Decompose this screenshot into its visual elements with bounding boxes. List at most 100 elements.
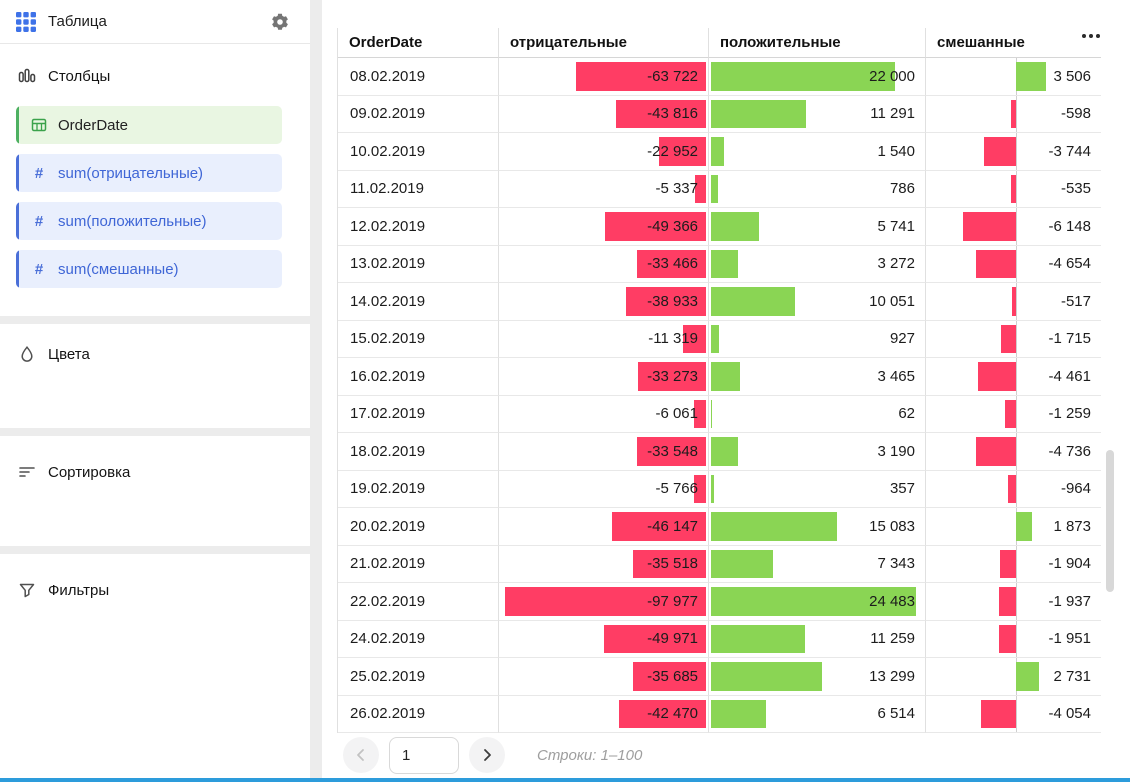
cell-value: 786 — [889, 180, 915, 198]
mixed-positive-bar — [1015, 512, 1032, 541]
negative-cell: -63 722 — [499, 58, 709, 96]
cell-value: -38 933 — [647, 292, 698, 310]
cell-value: -11 319 — [648, 330, 698, 348]
mixed-axis-line — [1015, 695, 1017, 732]
number-icon: # — [34, 212, 44, 230]
negative-bar — [637, 437, 706, 466]
cell-value: -63 722 — [647, 67, 698, 85]
vertical-scrollbar-thumb[interactable] — [1106, 450, 1114, 592]
column-header[interactable]: положительные — [709, 28, 926, 58]
orderdate-cell: 10.02.2019 — [338, 133, 499, 171]
negative-cell: -42 470 — [499, 695, 709, 733]
orderdate-cell: 09.02.2019 — [338, 95, 499, 133]
negative-cell: -35 685 — [499, 658, 709, 696]
positive-bar — [711, 699, 766, 728]
orderdate-cell: 21.02.2019 — [338, 545, 499, 583]
cell-value: 10 051 — [869, 292, 915, 310]
mixed-cell: -535 — [926, 170, 1101, 208]
cell-value: -1 259 — [1048, 405, 1091, 423]
cell-value: -35 518 — [647, 555, 698, 573]
field-item-measure[interactable]: # sum(смешанные) — [16, 250, 282, 288]
cell-value: -4 736 — [1048, 442, 1091, 460]
positive-bar — [711, 99, 806, 128]
positive-cell: 6 514 — [709, 695, 926, 733]
negative-cell: -11 319 — [499, 320, 709, 358]
positive-cell: 357 — [709, 470, 926, 508]
column-header[interactable]: смешанные — [926, 28, 1101, 58]
viz-type-title: Таблица — [48, 13, 107, 30]
cell-value: 1 873 — [1053, 517, 1091, 535]
cell-value: 08.02.2019 — [350, 67, 426, 85]
number-icon: # — [34, 260, 44, 278]
negative-cell: -22 952 — [499, 133, 709, 171]
mixed-cell: 1 873 — [926, 508, 1101, 546]
negative-bar — [682, 324, 706, 353]
positive-cell: 11 291 — [709, 95, 926, 133]
mixed-axis-line — [1015, 433, 1017, 470]
mixed-negative-bar — [977, 362, 1016, 391]
positive-bar — [711, 587, 917, 616]
negative-bar — [632, 662, 706, 691]
negative-cell: -49 971 — [499, 620, 709, 658]
mixed-negative-bar — [976, 249, 1016, 278]
mixed-cell: -1 259 — [926, 395, 1101, 433]
field-item-measure[interactable]: # sum(положительные) — [16, 202, 282, 240]
prev-page-button[interactable] — [343, 737, 379, 773]
settings-gear-icon[interactable] — [266, 8, 294, 36]
field-item-dimension[interactable]: OrderDate — [16, 106, 282, 144]
positive-bar — [711, 662, 823, 691]
negative-cell: -6 061 — [499, 395, 709, 433]
cell-value: 11 291 — [870, 105, 915, 123]
negative-cell: -49 366 — [499, 208, 709, 246]
column-header[interactable]: отрицательные — [499, 28, 709, 58]
field-item-measure[interactable]: # sum(отрицательные) — [16, 154, 282, 192]
page-number-input[interactable] — [389, 736, 459, 774]
section-columns: Столбцы OrderDate # sum(отрицательные) # sum… — [0, 44, 310, 316]
cell-value: 18.02.2019 — [350, 442, 426, 460]
cell-value: 357 — [889, 480, 915, 498]
next-page-button[interactable] — [469, 737, 505, 773]
cell-value: -97 977 — [647, 592, 698, 610]
cell-value: -3 744 — [1048, 142, 1091, 160]
mixed-cell: -4 736 — [926, 433, 1101, 471]
data-table: OrderDate отрицательные положительные смеша… — [337, 28, 1101, 733]
orderdate-cell: 25.02.2019 — [338, 658, 499, 696]
mixed-cell: -6 148 — [926, 208, 1101, 246]
mixed-negative-bar — [1007, 474, 1016, 503]
negative-cell: -35 518 — [499, 545, 709, 583]
mixed-negative-bar — [999, 587, 1016, 616]
negative-bar — [637, 362, 706, 391]
negative-cell: -46 147 — [499, 508, 709, 546]
positive-bar — [711, 174, 718, 203]
cell-value: 16.02.2019 — [350, 367, 426, 385]
cell-value: 15 083 — [869, 517, 915, 535]
positive-bar — [711, 512, 838, 541]
cell-value: 13 299 — [869, 667, 915, 685]
mixed-cell: -4 461 — [926, 358, 1101, 396]
negative-cell: -97 977 — [499, 583, 709, 621]
cell-value: 3 465 — [877, 367, 915, 385]
cell-value: 7 343 — [877, 555, 915, 573]
positive-bar — [711, 137, 724, 166]
positive-cell: 3 272 — [709, 245, 926, 283]
positive-cell: 1 540 — [709, 133, 926, 171]
cell-value: -6 148 — [1048, 217, 1091, 235]
cell-value: 62 — [898, 405, 915, 423]
mixed-cell: -517 — [926, 283, 1101, 321]
cell-value: 21.02.2019 — [350, 555, 426, 573]
mixed-cell: -3 744 — [926, 133, 1101, 171]
mixed-cell: -598 — [926, 95, 1101, 133]
pagination-bar: Строки: 1–100 — [337, 734, 1130, 776]
column-header[interactable]: OrderDate — [338, 28, 499, 58]
orderdate-cell: 19.02.2019 — [338, 470, 499, 508]
mixed-negative-bar — [975, 437, 1016, 466]
table-menu-button[interactable] — [1082, 34, 1100, 38]
cell-value: 22 000 — [869, 67, 915, 85]
negative-cell: -5 337 — [499, 170, 709, 208]
mixed-cell: -1 904 — [926, 545, 1101, 583]
sidebar-header: Таблица — [0, 0, 310, 44]
orderdate-cell: 17.02.2019 — [338, 395, 499, 433]
mixed-cell: 2 731 — [926, 658, 1101, 696]
mixed-axis-line — [1015, 245, 1017, 282]
